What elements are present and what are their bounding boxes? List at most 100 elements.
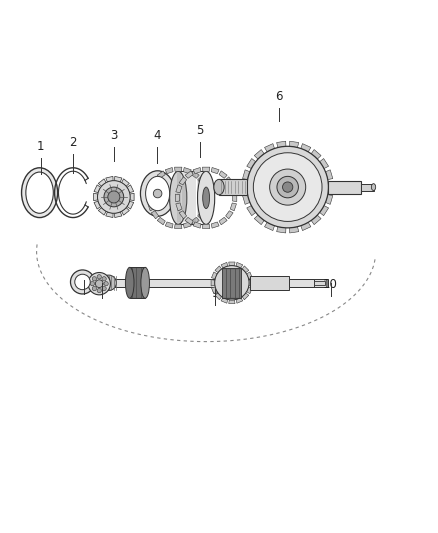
- Polygon shape: [211, 222, 219, 228]
- Bar: [314, 281, 325, 285]
- Ellipse shape: [104, 281, 108, 286]
- Ellipse shape: [101, 275, 117, 290]
- Polygon shape: [127, 185, 134, 192]
- Polygon shape: [148, 203, 154, 211]
- Polygon shape: [254, 150, 264, 159]
- Ellipse shape: [26, 172, 53, 213]
- Ellipse shape: [97, 274, 101, 279]
- Polygon shape: [242, 293, 249, 300]
- Bar: [90, 279, 328, 287]
- Polygon shape: [242, 182, 247, 192]
- Polygon shape: [254, 215, 264, 224]
- Ellipse shape: [371, 184, 376, 190]
- Polygon shape: [176, 203, 182, 211]
- Text: 4: 4: [153, 129, 160, 142]
- Polygon shape: [229, 262, 235, 266]
- Polygon shape: [185, 217, 193, 225]
- Ellipse shape: [270, 169, 306, 205]
- Polygon shape: [157, 171, 165, 179]
- Polygon shape: [165, 222, 173, 228]
- Polygon shape: [202, 185, 208, 193]
- Polygon shape: [247, 272, 252, 279]
- Polygon shape: [122, 208, 129, 215]
- Polygon shape: [130, 193, 134, 200]
- Text: 1: 1: [37, 140, 45, 153]
- Polygon shape: [221, 262, 228, 268]
- Ellipse shape: [97, 288, 101, 293]
- Polygon shape: [165, 167, 173, 174]
- Polygon shape: [94, 193, 98, 200]
- Ellipse shape: [283, 182, 293, 192]
- Ellipse shape: [215, 265, 249, 300]
- Polygon shape: [151, 211, 159, 219]
- Polygon shape: [233, 194, 237, 201]
- Polygon shape: [242, 266, 249, 272]
- Polygon shape: [94, 201, 101, 209]
- Polygon shape: [212, 272, 217, 279]
- Polygon shape: [193, 167, 201, 174]
- Bar: [360, 184, 374, 190]
- Ellipse shape: [90, 281, 95, 286]
- Polygon shape: [229, 300, 235, 304]
- Bar: [130, 268, 145, 298]
- Bar: [223, 268, 241, 298]
- Polygon shape: [193, 222, 201, 228]
- Polygon shape: [320, 206, 328, 216]
- Polygon shape: [115, 176, 122, 182]
- Ellipse shape: [253, 153, 322, 221]
- Ellipse shape: [92, 277, 96, 281]
- Polygon shape: [247, 206, 256, 216]
- Polygon shape: [277, 141, 286, 148]
- Polygon shape: [325, 170, 333, 180]
- Polygon shape: [115, 212, 122, 217]
- Polygon shape: [191, 171, 199, 179]
- Text: 2: 2: [69, 136, 77, 149]
- Bar: [219, 180, 247, 195]
- Polygon shape: [127, 201, 134, 209]
- Ellipse shape: [104, 187, 124, 207]
- Polygon shape: [219, 171, 227, 179]
- Bar: [289, 279, 314, 287]
- Polygon shape: [202, 167, 210, 172]
- Polygon shape: [320, 158, 328, 168]
- Ellipse shape: [88, 272, 110, 295]
- Polygon shape: [325, 195, 333, 204]
- Text: 10: 10: [323, 278, 338, 290]
- Polygon shape: [236, 297, 243, 303]
- Polygon shape: [236, 262, 243, 268]
- Text: 7: 7: [80, 276, 88, 289]
- Polygon shape: [230, 203, 237, 211]
- Polygon shape: [202, 224, 210, 229]
- Ellipse shape: [92, 286, 96, 290]
- Polygon shape: [219, 217, 227, 225]
- Polygon shape: [311, 150, 321, 159]
- Polygon shape: [174, 167, 182, 172]
- Polygon shape: [184, 222, 191, 228]
- Ellipse shape: [95, 280, 103, 287]
- Ellipse shape: [102, 277, 106, 281]
- Polygon shape: [249, 280, 253, 286]
- Ellipse shape: [247, 147, 328, 228]
- Polygon shape: [211, 280, 215, 286]
- Polygon shape: [311, 215, 321, 224]
- Polygon shape: [226, 211, 233, 219]
- Polygon shape: [157, 217, 165, 225]
- Polygon shape: [212, 287, 217, 294]
- Polygon shape: [202, 203, 208, 211]
- Polygon shape: [98, 179, 106, 186]
- Polygon shape: [151, 177, 159, 185]
- Polygon shape: [179, 177, 187, 185]
- Polygon shape: [230, 185, 237, 193]
- Polygon shape: [179, 211, 187, 219]
- Polygon shape: [247, 158, 256, 168]
- Polygon shape: [94, 185, 101, 192]
- Ellipse shape: [145, 176, 170, 211]
- Polygon shape: [290, 227, 299, 233]
- Ellipse shape: [170, 171, 187, 224]
- Polygon shape: [98, 208, 106, 215]
- Polygon shape: [185, 171, 193, 179]
- Ellipse shape: [98, 181, 130, 213]
- Polygon shape: [247, 287, 252, 294]
- Ellipse shape: [75, 274, 90, 289]
- Polygon shape: [328, 182, 333, 192]
